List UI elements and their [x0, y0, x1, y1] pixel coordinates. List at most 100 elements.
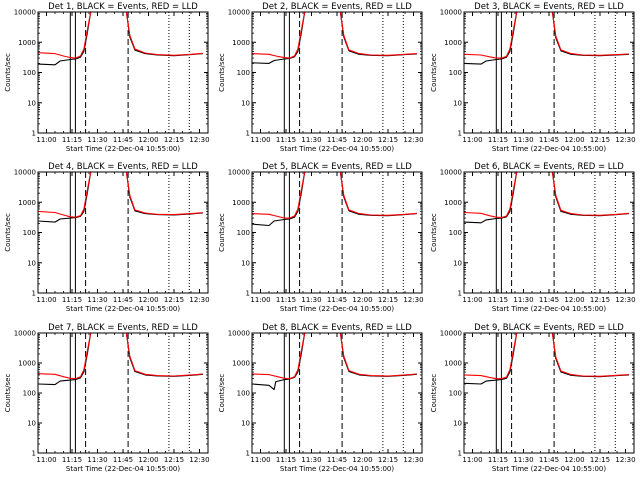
- x-tick-label: 11:00: [250, 136, 270, 144]
- y-tick-label: 1: [32, 290, 36, 298]
- y-tick-label: 1: [246, 450, 250, 458]
- plot-frame: [463, 11, 635, 134]
- x-tick-label: 11:30: [87, 296, 107, 304]
- plot-frame: [463, 171, 635, 294]
- plot-frame: [37, 332, 209, 454]
- x-tick-label: 12:30: [403, 456, 423, 464]
- x-tick-label: 12:00: [352, 456, 372, 464]
- y-tick-label: 10000: [228, 9, 250, 17]
- x-tick-label: 11:15: [62, 296, 82, 304]
- x-tick-label: 12:30: [189, 136, 209, 144]
- x-tick-label: 11:45: [539, 456, 559, 464]
- x-tick-label: 11:15: [62, 456, 82, 464]
- x-tick-label: 11:00: [36, 136, 56, 144]
- y-tick-label: 10: [27, 99, 36, 107]
- panel-title: Det 7, BLACK = Events, RED = LLD: [48, 323, 198, 333]
- x-tick-label: 11:15: [488, 136, 508, 144]
- x-axis-label: Start Time (22-Dec-04 10:55:00): [66, 145, 180, 153]
- x-tick-label: 12:30: [615, 456, 635, 464]
- y-tick-label: 100: [237, 229, 250, 237]
- series-line-lld: [252, 172, 417, 219]
- detector-panel: Det 9, BLACK = Events, RED = LLD 1 10 100 10…: [430, 323, 636, 473]
- x-axis-label: Start Time (22-Dec-04 10:55:00): [280, 465, 394, 473]
- series-line-lld: [464, 172, 629, 219]
- y-axis-label: Counts/sec: [4, 53, 12, 92]
- series-line-lld: [252, 333, 417, 380]
- x-tick-label: 11:00: [462, 136, 482, 144]
- x-tick-label: 12:30: [615, 296, 635, 304]
- y-tick-label: 1: [246, 130, 250, 138]
- y-axis-label: Counts/sec: [430, 213, 438, 252]
- y-tick-label: 1000: [18, 39, 36, 47]
- x-tick-label: 11:15: [488, 296, 508, 304]
- y-tick-label: 100: [237, 69, 250, 77]
- y-axis-label: Counts/sec: [218, 374, 226, 413]
- y-axis-label: Counts/sec: [430, 53, 438, 92]
- detector-panel: Det 8, BLACK = Events, RED = LLD 1 10 100 10…: [218, 323, 424, 473]
- plot-frame: [37, 11, 209, 134]
- y-tick-label: 10: [241, 99, 250, 107]
- series-line-lld: [464, 12, 629, 59]
- x-tick-label: 11:30: [513, 296, 533, 304]
- panel-title: Det 2, BLACK = Events, RED = LLD: [262, 2, 412, 12]
- x-tick-label: 11:15: [276, 136, 296, 144]
- detector-panel: Det 4, BLACK = Events, RED = LLD 1 10 100 10…: [4, 162, 210, 313]
- x-axis-label: Start Time (22-Dec-04 10:55:00): [66, 305, 180, 313]
- y-tick-label: 1000: [444, 39, 462, 47]
- x-tick-label: 12:15: [378, 136, 398, 144]
- x-tick-label: 11:15: [62, 136, 82, 144]
- x-tick-label: 12:15: [590, 136, 610, 144]
- y-tick-label: 10: [241, 259, 250, 267]
- y-tick-label: 100: [23, 229, 36, 237]
- x-tick-label: 12:30: [615, 136, 635, 144]
- x-tick-label: 12:30: [403, 296, 423, 304]
- x-tick-label: 12:15: [590, 456, 610, 464]
- x-tick-label: 11:30: [513, 136, 533, 144]
- x-tick-label: 12:15: [378, 456, 398, 464]
- x-tick-label: 11:45: [327, 136, 347, 144]
- y-tick-label: 1000: [444, 360, 462, 368]
- y-axis-label: Counts/sec: [4, 374, 12, 413]
- y-tick-label: 100: [449, 69, 462, 77]
- series-line-lld: [38, 333, 203, 380]
- detector-panel: Det 2, BLACK = Events, RED = LLD 1 10 100 10…: [218, 2, 424, 153]
- y-tick-label: 10000: [228, 169, 250, 177]
- y-tick-label: 1000: [232, 199, 250, 207]
- y-tick-label: 10000: [228, 330, 250, 338]
- x-tick-label: 11:45: [327, 296, 347, 304]
- y-axis-label: Counts/sec: [218, 213, 226, 252]
- x-tick-label: 12:30: [189, 296, 209, 304]
- x-tick-label: 12:00: [564, 296, 584, 304]
- x-tick-label: 12:30: [403, 136, 423, 144]
- plot-frame: [37, 171, 209, 294]
- x-tick-label: 11:30: [87, 136, 107, 144]
- x-tick-label: 11:45: [539, 136, 559, 144]
- x-tick-label: 11:15: [488, 456, 508, 464]
- panel-title: Det 6, BLACK = Events, RED = LLD: [474, 162, 624, 172]
- y-tick-label: 1000: [444, 199, 462, 207]
- x-tick-label: 11:45: [539, 296, 559, 304]
- x-tick-label: 12:00: [564, 456, 584, 464]
- y-tick-label: 100: [23, 69, 36, 77]
- x-tick-label: 11:30: [301, 296, 321, 304]
- x-tick-label: 11:45: [113, 136, 133, 144]
- y-tick-label: 1000: [18, 199, 36, 207]
- detector-panel: Det 7, BLACK = Events, RED = LLD 1 10 100 10…: [4, 323, 210, 473]
- y-tick-label: 1: [246, 290, 250, 298]
- x-tick-label: 12:00: [564, 136, 584, 144]
- x-tick-label: 11:30: [513, 456, 533, 464]
- series-line-lld: [38, 172, 203, 218]
- x-axis-label: Start Time (22-Dec-04 10:55:00): [492, 465, 606, 473]
- y-axis-label: Counts/sec: [430, 374, 438, 413]
- y-tick-label: 1000: [232, 360, 250, 368]
- y-tick-label: 1000: [18, 360, 36, 368]
- x-tick-label: 12:30: [189, 456, 209, 464]
- x-tick-label: 11:30: [87, 456, 107, 464]
- x-tick-label: 11:45: [327, 456, 347, 464]
- y-axis-label: Counts/sec: [4, 213, 12, 252]
- x-axis-label: Start Time (22-Dec-04 10:55:00): [66, 465, 180, 473]
- detector-panel: Det 3, BLACK = Events, RED = LLD 1 10 100 10…: [430, 2, 636, 153]
- x-tick-label: 12:15: [164, 296, 184, 304]
- y-tick-label: 10: [453, 259, 462, 267]
- x-tick-label: 12:00: [352, 296, 372, 304]
